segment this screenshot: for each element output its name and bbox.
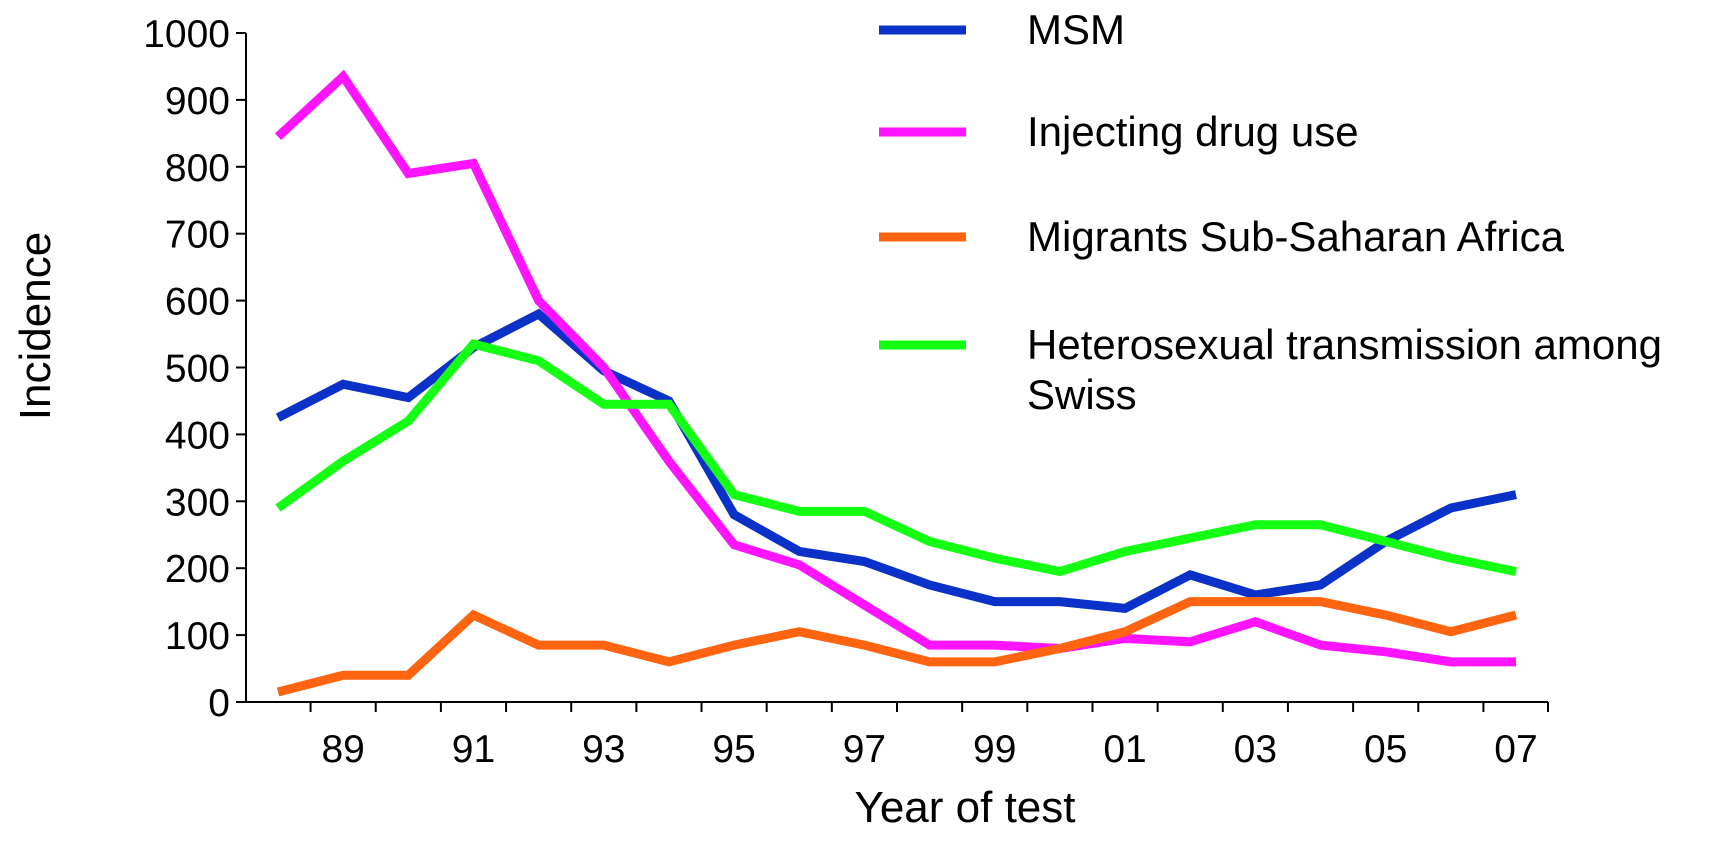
series-line xyxy=(276,597,1518,697)
x-tick-label: 99 xyxy=(973,728,1016,771)
y-tick-label: 600 xyxy=(165,281,230,324)
x-tick-label: 89 xyxy=(321,728,364,771)
y-tick-label: 400 xyxy=(165,414,230,457)
x-tick-label: 07 xyxy=(1494,728,1537,771)
y-tick-label: 300 xyxy=(165,481,230,524)
x-tick-label: 01 xyxy=(1103,728,1146,771)
series-line xyxy=(275,308,1517,613)
y-tick-label: 500 xyxy=(165,348,230,391)
legend-label: Injecting drug use xyxy=(1027,108,1359,155)
x-tick-label: 91 xyxy=(452,728,495,771)
legend-label: MSM xyxy=(1027,6,1125,53)
y-tick-label: 1000 xyxy=(143,13,230,56)
y-tick-label: 0 xyxy=(208,682,230,725)
x-tick-label: 03 xyxy=(1234,728,1277,771)
y-axis-title: Incidence xyxy=(11,232,60,420)
y-tick-label: 100 xyxy=(165,615,230,658)
x-tick-label: 97 xyxy=(843,728,886,771)
y-tick-label: 900 xyxy=(165,80,230,123)
y-tick-label: 800 xyxy=(165,147,230,190)
series-line xyxy=(274,69,1516,667)
x-tick-label: 05 xyxy=(1364,728,1407,771)
legend-label: Heterosexual transmission among Swiss xyxy=(1027,321,1662,418)
y-tick-label: 200 xyxy=(165,548,230,591)
x-axis-title: Year of test xyxy=(855,783,1076,832)
x-tick-label: 95 xyxy=(712,728,755,771)
legend-label: Migrants Sub-Saharan Africa xyxy=(1027,213,1564,260)
x-tick-label: 93 xyxy=(582,728,625,771)
series-line xyxy=(275,339,1517,577)
y-tick-label: 700 xyxy=(165,214,230,257)
